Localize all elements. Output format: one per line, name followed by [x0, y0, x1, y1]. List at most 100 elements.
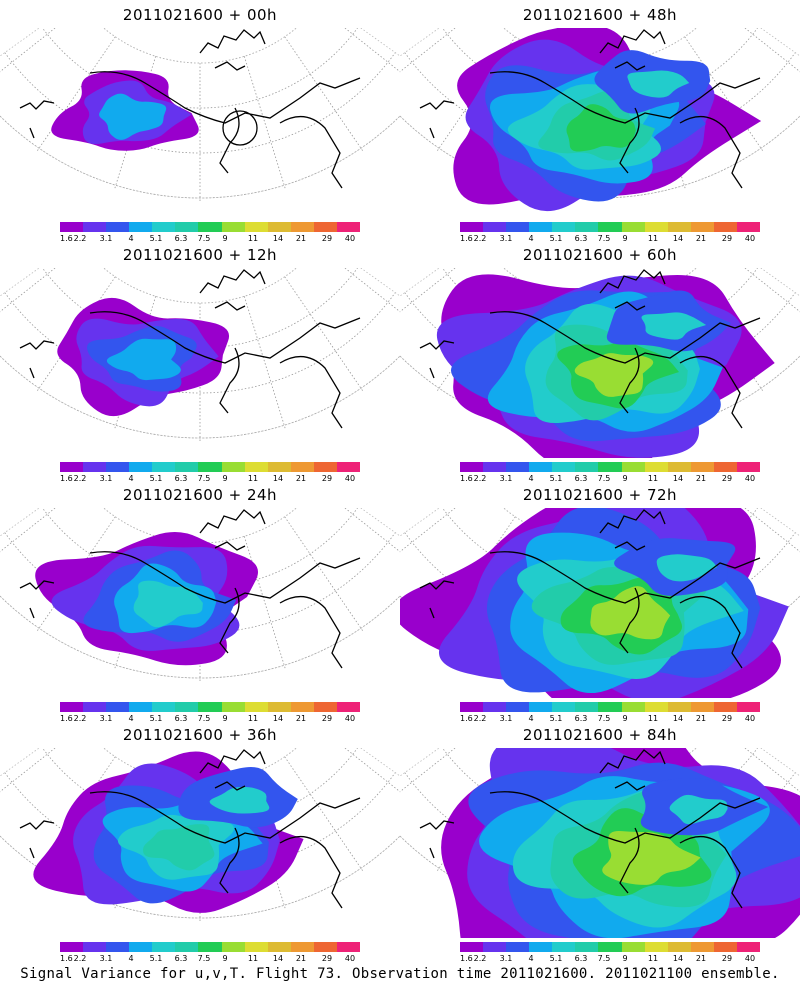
- colorbar-swatch: [713, 222, 737, 232]
- meridian-line: [400, 508, 456, 553]
- colorbar-swatch: [336, 222, 361, 232]
- colorbar-tick-label: 2.2: [73, 714, 87, 723]
- colorbar-tick-label: 11: [647, 954, 659, 963]
- colorbar-swatch: [244, 942, 268, 952]
- coastline-path: [219, 347, 343, 429]
- colorbar-swatch: [244, 462, 268, 472]
- forecast-map: [0, 508, 400, 683]
- map-panel: 2011021600 + 12h 1.6 2.2 3.1 4 5.1 6.3 7.5 9 11 14…: [0, 240, 400, 483]
- colorbar-tick-label: 1.6: [60, 474, 73, 483]
- colorbar-tick-label: 6.3: [574, 474, 588, 483]
- colorbar: [60, 222, 361, 232]
- meridian-line: [35, 36, 116, 153]
- map-panel: 2011021600 + 00h 1.6 2.2 3.1 4 5.1 6.3 7.5 9 11 14…: [0, 0, 400, 243]
- colorbar-tick-label: 21: [295, 954, 307, 963]
- colorbar-tick-label: 14: [272, 234, 284, 243]
- colorbar-swatch: [313, 702, 337, 712]
- colorbar-tick-label: 11: [647, 714, 659, 723]
- colorbar-tick-label: 6.3: [174, 474, 188, 483]
- colorbar-tick-label: 6.3: [574, 234, 588, 243]
- coastlines: [19, 29, 361, 189]
- colorbar-swatch: [267, 462, 291, 472]
- colorbar-tick-label: 5.1: [549, 234, 563, 243]
- colorbar-tick-label: 40: [744, 714, 756, 723]
- colorbar-swatch: [267, 942, 291, 952]
- coastline-path: [199, 509, 266, 551]
- colorbar-swatch: [83, 702, 107, 712]
- colorbar-tick-label: 3.1: [99, 954, 113, 963]
- contour-fill: [133, 580, 203, 628]
- panel-title: 2011021600 + 00h: [122, 6, 278, 24]
- colorbar-swatch: [667, 462, 691, 472]
- colorbar-tick-label: 14: [272, 714, 284, 723]
- colorbar-tick-label: 11: [247, 954, 259, 963]
- coastline-path: [219, 827, 343, 909]
- map-panel: 2011021600 + 48h 1.6 2.2 3.1 4 5.1 6.3 7.5 9 11 14…: [400, 0, 800, 243]
- colorbar-swatch: [290, 942, 314, 952]
- colorbar-tick-label: 4: [528, 474, 534, 483]
- colorbar-swatch: [552, 702, 576, 712]
- coastline-path: [219, 587, 343, 669]
- colorbar-tick-label: 11: [247, 234, 259, 243]
- map-panel: 2011021600 + 24h 1.6 2.2 3.1 4 5.1 6.3 7.5 9 11 14…: [0, 480, 400, 723]
- meridian-line: [284, 756, 365, 873]
- colorbar-labels: 1.6 2.2 3.1 4 5.1 6.3 7.5 9 11 14 21 29 40: [60, 954, 360, 964]
- colorbar-tick-label: 40: [744, 954, 756, 963]
- colorbar-labels: 1.6 2.2 3.1 4 5.1 6.3 7.5 9 11 14 21 29 40: [460, 234, 760, 244]
- colorbar-swatch: [736, 702, 761, 712]
- coastline-path: [599, 749, 666, 791]
- colorbar-swatch: [460, 702, 484, 712]
- colorbar-tick-label: 7.5: [597, 954, 611, 963]
- colorbar-tick-label: 7.5: [597, 234, 611, 243]
- colorbar-tick-label: 14: [672, 234, 684, 243]
- colorbar-tick-label: 6.3: [174, 714, 188, 723]
- colorbar-tick-label: 9: [622, 474, 628, 483]
- colorbar-tick-label: 29: [321, 714, 333, 723]
- colorbar-tick-label: 11: [647, 474, 659, 483]
- colorbar-swatch: [60, 222, 84, 232]
- colorbar: [60, 942, 361, 952]
- coastlines: [19, 269, 361, 429]
- parallel-line: [4, 292, 396, 394]
- coastline-path: [599, 269, 666, 311]
- colorbar-tick-label: 4: [528, 714, 534, 723]
- colorbar-tick-label: 1.6: [60, 234, 73, 243]
- colorbar-swatch: [598, 462, 622, 472]
- colorbar-swatch: [667, 702, 691, 712]
- meridian-line: [344, 748, 400, 793]
- coastline-path: [19, 791, 361, 859]
- colorbar-tick-label: 11: [247, 714, 259, 723]
- colorbar-swatch: [483, 702, 507, 712]
- colorbar-tick-label: 21: [295, 234, 307, 243]
- colorbar-swatch: [460, 462, 484, 472]
- colorbar-tick-label: 40: [344, 714, 356, 723]
- variance-field: [57, 297, 230, 417]
- variance-field: [33, 751, 304, 913]
- variance-field: [35, 531, 259, 666]
- contour-fill: [566, 104, 636, 152]
- coastlines: [419, 269, 761, 429]
- colorbar-tick-label: 21: [695, 234, 707, 243]
- colorbar-tick-label: 3.1: [99, 234, 113, 243]
- colorbar-swatch: [690, 702, 714, 712]
- colorbar-swatch: [621, 942, 645, 952]
- colorbar-tick-label: 4: [128, 954, 134, 963]
- meridian-line: [243, 56, 287, 191]
- colorbar-tick-label: 9: [622, 954, 628, 963]
- parallel-line: [103, 268, 297, 304]
- colorbar-swatch: [575, 942, 599, 952]
- colorbar-swatch: [575, 702, 599, 712]
- panel-title: 2011021600 + 48h: [522, 6, 678, 24]
- contour-fill: [142, 824, 215, 871]
- parallel-line: [0, 115, 400, 199]
- colorbar-swatch: [129, 222, 153, 232]
- variance-field: [436, 274, 775, 458]
- colorbar-tick-label: 2.2: [473, 714, 487, 723]
- colorbar-tick-label: 4: [528, 954, 534, 963]
- colorbar: [460, 702, 761, 712]
- colorbar-swatch: [506, 702, 530, 712]
- colorbar-tick-label: 40: [344, 954, 356, 963]
- meridian-line: [0, 28, 56, 73]
- colorbar-swatch: [60, 702, 84, 712]
- map-panel: 2011021600 + 72h 1.6 2.2 3.1 4 5.1 6.3 7.5 9 11 14…: [400, 480, 800, 723]
